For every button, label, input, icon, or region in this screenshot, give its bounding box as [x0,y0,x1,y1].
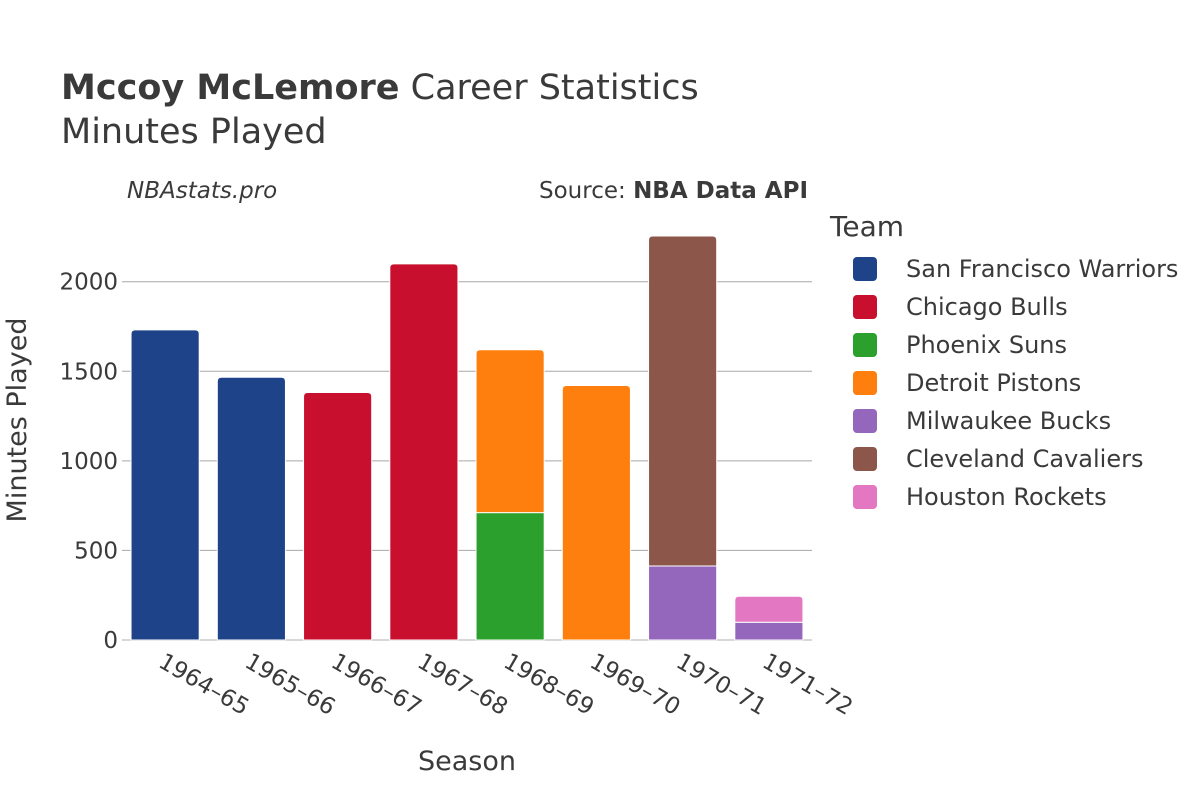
x-axis-label: Season [418,746,516,777]
bar-segment[interactable] [734,621,804,641]
x-tick-label: 1971–72 [758,649,857,721]
bar-segment[interactable] [303,391,373,641]
legend: San Francisco Warriors Chicago Bulls Pho… [853,250,1178,516]
legend-item[interactable]: San Francisco Warriors [853,250,1178,288]
legend-swatch [853,371,877,395]
x-tick-label: 1964–65 [154,649,253,721]
player-name: Mccoy McLemore [61,68,400,108]
y-tick-labels: 0 500 1000 1500 2000 [59,270,118,654]
y-tick-label: 1000 [59,449,118,475]
x-tick-label: 1969–70 [585,649,684,721]
x-tick-label: 1966–67 [327,649,426,721]
legend-item[interactable]: Cleveland Cavaliers [853,440,1178,478]
y-axis-label: Minutes Played [2,318,33,523]
x-tick-label: 1965–66 [240,649,339,721]
x-tick-labels: 1964–651965–661966–671967–681968–691969–… [154,649,857,721]
x-tick-label: 1970–71 [672,649,771,721]
bar-segment[interactable] [389,263,459,641]
legend-swatch [853,485,877,509]
x-tick-label: 1968–69 [499,649,598,721]
title-rest: Career Statistics [399,68,699,108]
bar-segment[interactable] [216,376,286,641]
bar-segment[interactable] [648,235,718,567]
legend-swatch [853,409,877,433]
chart-title: Mccoy McLemore Career Statistics [61,68,699,108]
legend-item[interactable]: Phoenix Suns [853,326,1178,364]
legend-swatch [853,295,877,319]
legend-swatch [853,257,877,281]
bar-segment[interactable] [561,384,631,641]
legend-label: Chicago Bulls [906,293,1068,321]
legend-item[interactable]: Houston Rockets [853,478,1178,516]
x-tick-label: 1967–68 [413,649,512,721]
y-tick-label: 0 [103,628,118,654]
source-prefix: Source: [539,178,634,204]
y-tick-label: 2000 [59,270,118,296]
legend-label: Phoenix Suns [906,331,1068,359]
y-tick-label: 1500 [59,359,118,385]
chart-subtitle: Minutes Played [61,112,327,152]
bar-segment[interactable] [734,595,804,623]
site-credit: NBAstats.pro [127,178,278,204]
legend-label: Houston Rockets [906,483,1107,511]
bars [130,235,804,641]
y-tick-label: 500 [74,538,118,564]
bar-segment[interactable] [475,512,545,641]
legend-item[interactable]: Chicago Bulls [853,288,1178,326]
legend-label: Detroit Pistons [906,369,1082,397]
source-name: NBA Data API [633,178,808,204]
legend-label: San Francisco Warriors [906,255,1179,283]
bar-segment[interactable] [648,565,718,641]
bar-segment[interactable] [475,349,545,514]
legend-item[interactable]: Milwaukee Bucks [853,402,1178,440]
bar-segment[interactable] [130,329,200,641]
legend-title: Team [830,210,905,243]
legend-label: Milwaukee Bucks [906,407,1112,435]
legend-label: Cleveland Cavaliers [906,445,1144,473]
legend-swatch [853,447,877,471]
legend-item[interactable]: Detroit Pistons [853,364,1178,402]
legend-swatch [853,333,877,357]
source-credit: Source: NBA Data API [539,178,808,204]
